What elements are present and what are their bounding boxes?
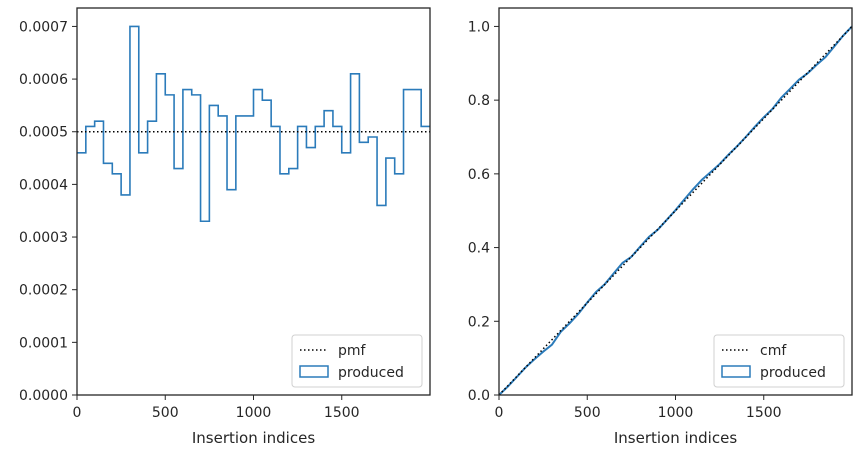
legend-label-produced: produced — [338, 365, 404, 381]
y-tick-label: 0.0000 — [19, 388, 68, 404]
y-tick-label: 0.0005 — [19, 125, 68, 141]
legend-swatch-produced — [299, 365, 329, 378]
y-tick-label: 0.0004 — [19, 177, 68, 193]
cmf-reference-line — [499, 25, 852, 395]
y-tick-label: 0.0 — [468, 388, 490, 404]
y-tick-label: 0.4 — [468, 241, 490, 257]
y-tick-label: 0.0001 — [19, 335, 68, 351]
legend-label-reference: pmf — [338, 343, 367, 359]
y-tick-label: 0.0006 — [19, 72, 68, 88]
x-tick-label: 1500 — [324, 405, 360, 421]
left-chart-pmf: 0.0000 0.0001 0.0002 0.0003 0.0004 0.0005 0.00… — [19, 7, 431, 447]
plot-area — [77, 25, 430, 223]
x-tick-label: 1000 — [658, 405, 694, 421]
produced-series — [499, 25, 852, 395]
y-tick-label: 0.0002 — [19, 283, 68, 299]
y-tick-label: 0.0007 — [19, 19, 68, 35]
y-tick-label: 0.0003 — [19, 230, 68, 246]
plot-area — [499, 25, 852, 395]
legend-box — [291, 334, 423, 388]
axes-frame — [498, 7, 853, 396]
x-tick-label: 500 — [152, 405, 179, 421]
y-tick-label: 0.8 — [468, 93, 490, 109]
x-tick-label: 0 — [73, 405, 82, 421]
legend-label-produced: produced — [760, 365, 826, 381]
x-tick-label: 0 — [495, 405, 504, 421]
x-axis-label: Insertion indices — [614, 429, 737, 447]
y-tick-label: 1.0 — [468, 19, 490, 35]
y-tick-label: 0.2 — [468, 314, 490, 330]
x-tick-label: 500 — [574, 405, 601, 421]
x-axis-label: Insertion indices — [192, 429, 315, 447]
right-chart-cmf: 0.0 0.2 0.4 0.6 0.8 1.0 0 500 1000 1500 Insertion … — [468, 7, 853, 447]
y-tick-label: 0.6 — [468, 167, 490, 183]
produced-series — [77, 25, 430, 223]
legend-swatch-produced — [721, 365, 751, 378]
legend-box — [713, 334, 845, 388]
x-tick-label: 1500 — [746, 405, 782, 421]
axes-frame — [76, 7, 431, 396]
x-tick-label: 1000 — [236, 405, 272, 421]
legend-label-reference: cmf — [760, 343, 787, 359]
